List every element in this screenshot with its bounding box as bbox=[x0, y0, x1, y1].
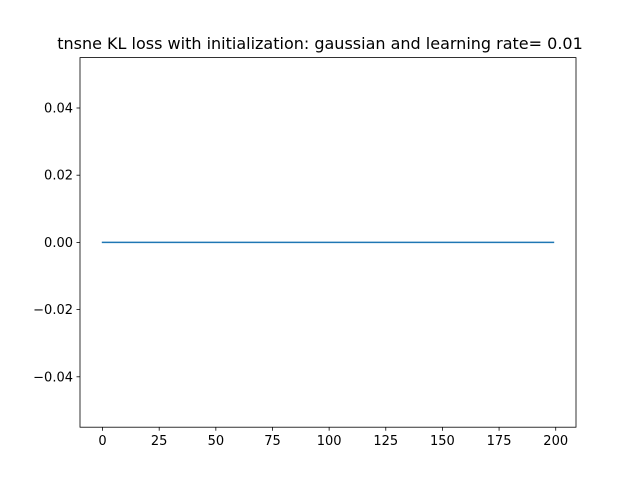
x-tick-label: 100 bbox=[317, 434, 342, 449]
y-tick-label: 0.00 bbox=[44, 236, 73, 251]
chart-title: tnsne KL loss with initialization: gauss… bbox=[57, 34, 583, 53]
y-tick-label: 0.02 bbox=[44, 169, 73, 184]
y-axis: −0.04 −0.02 0.00 0.02 0.04 bbox=[33, 102, 80, 385]
y-tick-label: −0.04 bbox=[33, 370, 73, 385]
x-tick-label: 200 bbox=[543, 434, 568, 449]
x-tick-label: 0 bbox=[98, 434, 106, 449]
x-tick-label: 25 bbox=[151, 434, 168, 449]
y-tick-label: −0.02 bbox=[33, 303, 73, 318]
y-tick-label: 0.04 bbox=[44, 102, 73, 117]
x-axis: 0 25 50 75 100 125 150 175 200 bbox=[98, 427, 568, 449]
x-tick-label: 175 bbox=[487, 434, 512, 449]
x-tick-label: 50 bbox=[208, 434, 225, 449]
x-tick-label: 150 bbox=[430, 434, 455, 449]
x-tick-label: 75 bbox=[264, 434, 281, 449]
axes-frame bbox=[79, 57, 577, 428]
x-tick-label: 125 bbox=[373, 434, 398, 449]
